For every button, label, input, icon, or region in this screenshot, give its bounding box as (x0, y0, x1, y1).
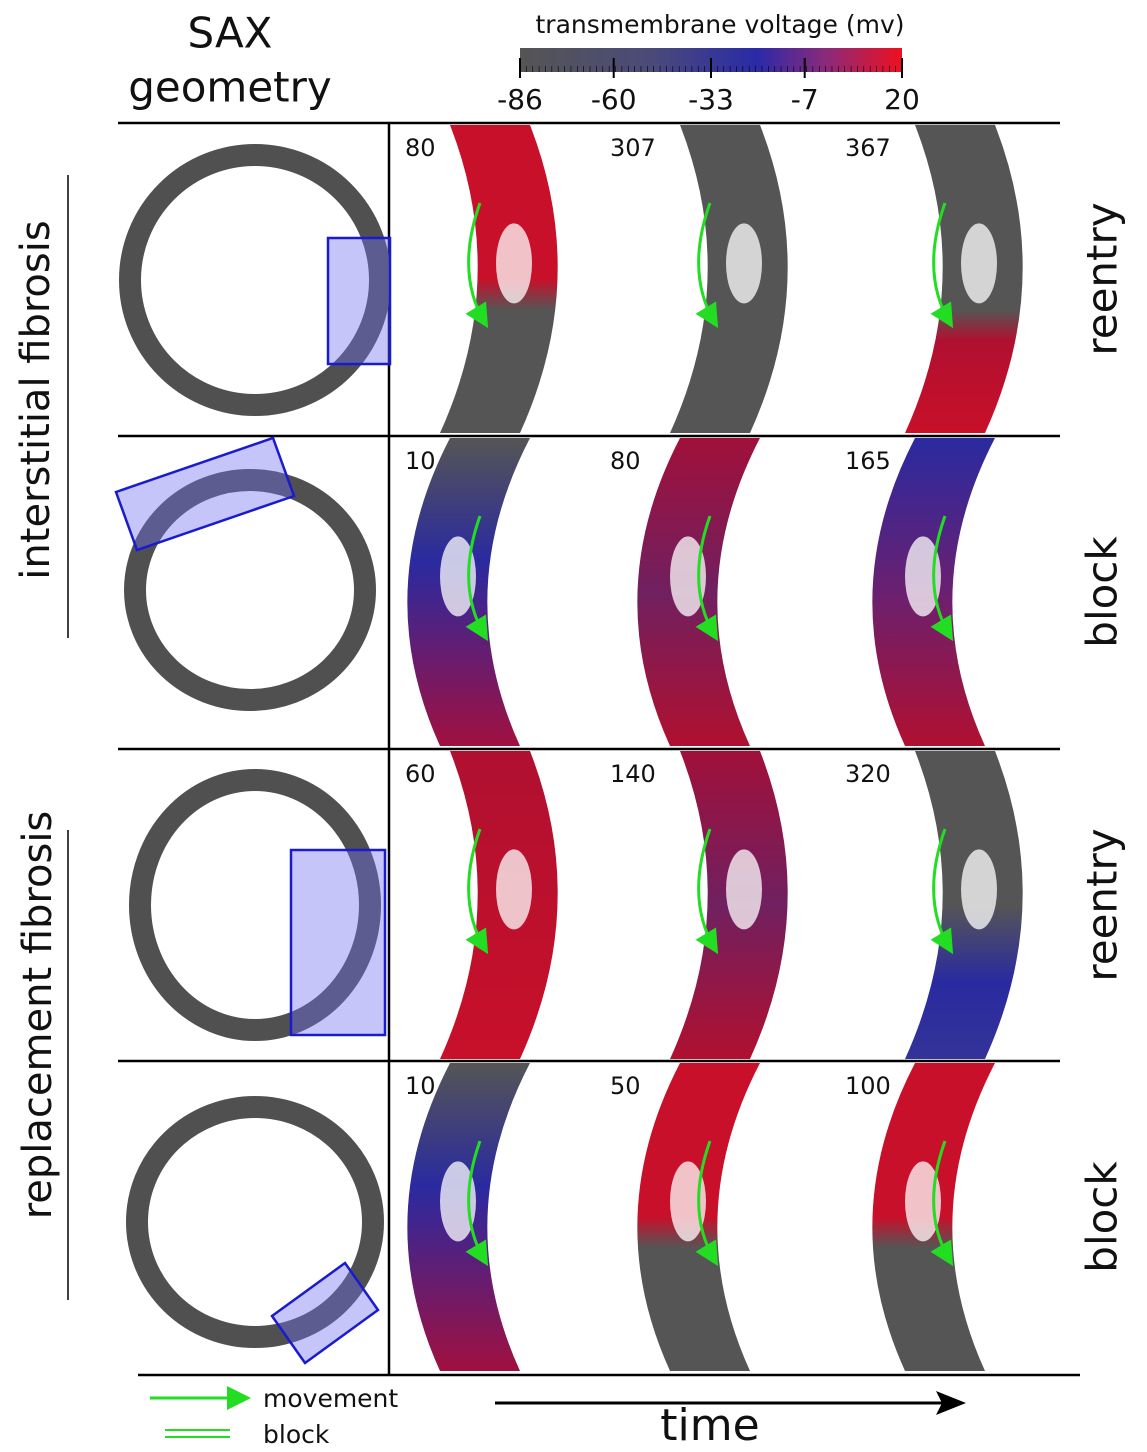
region-box (328, 238, 390, 364)
legend-label: block (263, 1420, 330, 1449)
time-stamp: 80 (405, 134, 436, 162)
time-stamp: 320 (845, 760, 891, 788)
fibrosis-patch (496, 223, 532, 303)
colorbar-tick-label: -7 (791, 83, 819, 116)
column-header: geometry (128, 63, 332, 112)
fibrosis-patch (496, 849, 532, 929)
colorbar-tick-label: -86 (497, 83, 543, 116)
time-label: time (660, 1400, 759, 1451)
region-box (291, 850, 385, 1035)
region-box (116, 438, 294, 550)
colorbar-tick-label: -33 (688, 83, 734, 116)
time-stamp: 367 (845, 134, 891, 162)
colorbar-title: transmembrane voltage (mv) (535, 10, 904, 39)
figure: SAX geometry interstitial fibrosis repla… (0, 0, 1147, 1452)
time-stamp: 10 (405, 447, 436, 475)
fibrosis-patch (726, 223, 762, 303)
time-stamp: 140 (610, 760, 656, 788)
colorbar-tick-label: -60 (591, 83, 637, 116)
group-label: interstitial fibrosis (13, 220, 59, 579)
row-label: reentry (1078, 202, 1127, 355)
time-stamp: 307 (610, 134, 656, 162)
time-stamp: 50 (610, 1072, 641, 1100)
row-label: block (1078, 1161, 1127, 1273)
fibrosis-patch (726, 849, 762, 929)
time-stamp: 80 (610, 447, 641, 475)
time-stamp: 60 (405, 760, 436, 788)
time-stamp: 100 (845, 1072, 891, 1100)
row-label: reentry (1078, 828, 1127, 981)
colorbar-tick-label: 20 (884, 83, 920, 116)
column-header: SAX (188, 9, 273, 58)
fibrosis-patch (961, 223, 997, 303)
time-stamp: 10 (405, 1072, 436, 1100)
group-label: replacement fibrosis (15, 811, 61, 1220)
page: SAX geometry interstitial fibrosis repla… (0, 0, 1147, 1452)
row-label: block (1078, 536, 1127, 648)
time-stamp: 165 (845, 447, 891, 475)
legend-label: movement (263, 1384, 398, 1413)
fibrosis-patch (961, 849, 997, 929)
